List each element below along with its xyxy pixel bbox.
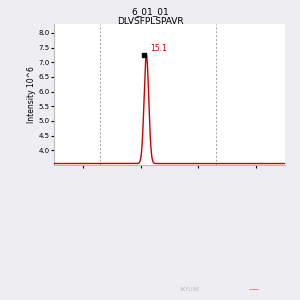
Text: SKYLINE: SKYLINE — [180, 287, 200, 292]
Y-axis label: Intensity 10^6: Intensity 10^6 — [27, 66, 36, 123]
Text: ——: —— — [249, 287, 260, 292]
Text: DLVSFPLSPAVR: DLVSFPLSPAVR — [117, 16, 183, 26]
Text: 6_01_01: 6_01_01 — [131, 8, 169, 16]
Text: 15.1: 15.1 — [150, 44, 167, 53]
